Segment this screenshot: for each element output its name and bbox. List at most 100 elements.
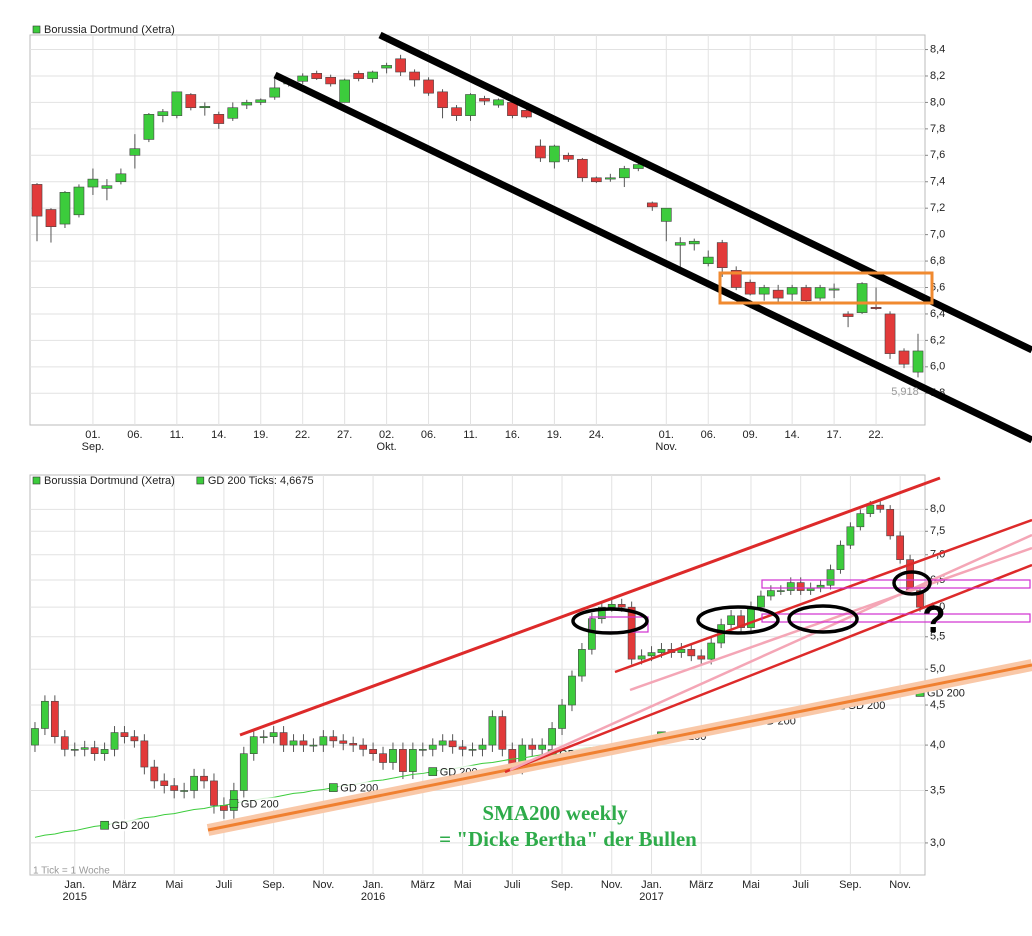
legend-label: Borussia Dortmund (Xetra) [44, 475, 175, 487]
candle-body [309, 744, 318, 747]
candle-body [458, 746, 467, 750]
x-tick-label: 06. [127, 429, 142, 441]
candle-body [171, 91, 183, 116]
y-tick-label: 7,0 [930, 229, 945, 241]
candle-body [150, 766, 159, 782]
y-tick-label: 8,0 [930, 96, 945, 108]
label-bg [238, 797, 279, 810]
candle-body [100, 749, 109, 754]
legend-swatch [196, 476, 205, 485]
x-tick-label: Mai [454, 879, 472, 891]
candle-body [846, 526, 855, 546]
candle-body [438, 740, 447, 746]
x-tick-label: 22. [868, 429, 883, 441]
x-tick-label: 14. [785, 429, 800, 441]
candle-body [697, 655, 706, 660]
candle-body [677, 649, 686, 653]
candle-body [776, 590, 785, 592]
candle-body [896, 535, 905, 560]
x-tick-label: 01. [85, 429, 100, 441]
candle-body [646, 202, 658, 208]
candle-body [916, 590, 924, 608]
y-tick-label: 3,5 [930, 784, 945, 796]
candle-body [498, 716, 507, 750]
candle-body [660, 207, 672, 222]
trend-line [239, 476, 941, 737]
trend-line [614, 518, 1032, 674]
y-tick-label: 5,0 [930, 663, 945, 675]
candle-body [538, 744, 547, 750]
x-tick-label: Juli [504, 879, 521, 891]
candle-body [758, 287, 770, 295]
candle-body [716, 242, 728, 268]
x-tick-label: 09. [743, 429, 758, 441]
candle-body [389, 749, 397, 763]
candle-body [41, 700, 49, 729]
candle-body [423, 79, 434, 94]
x-tick-label: Mai [742, 879, 760, 891]
candle-body [451, 107, 462, 116]
candle-body [143, 114, 155, 140]
candle-body [45, 209, 57, 227]
value-label: GD 200 [340, 783, 378, 795]
candle-body [31, 184, 43, 217]
candle-body [493, 99, 504, 106]
candle-body [727, 615, 735, 625]
ellipse-mark [571, 607, 649, 635]
candle-body [886, 509, 895, 537]
candle-body [757, 595, 765, 608]
candle-body [535, 145, 546, 159]
candle-body [702, 256, 714, 265]
candle-body [549, 145, 560, 163]
x-tick-label: 16. [505, 429, 520, 441]
candle-body [479, 98, 490, 102]
sma-band [207, 663, 1032, 832]
trend-line [273, 71, 1032, 444]
candle-body [199, 106, 211, 109]
trend-line [504, 563, 1032, 774]
line-marker [229, 799, 239, 808]
line-marker [329, 783, 338, 792]
x-tick-label: Mai [165, 879, 183, 891]
candle-body [674, 242, 686, 246]
candle-body [130, 736, 139, 742]
x-tick-label: 11. [463, 429, 477, 441]
candle-body [521, 110, 532, 118]
candle-body [289, 740, 298, 746]
y-tick-label: 7,6 [930, 149, 945, 161]
candle-body [898, 350, 910, 365]
candle-body [637, 655, 646, 660]
candle-body [115, 173, 127, 183]
candle-body [563, 155, 574, 160]
candle-body [409, 71, 420, 81]
candle-body [828, 288, 840, 291]
candle-body [448, 740, 457, 748]
candle-body [418, 749, 427, 751]
x-tick-label: Sep. [262, 879, 285, 891]
candle-body [558, 704, 566, 729]
candle-body [379, 753, 387, 763]
candle-body [227, 107, 239, 119]
x-tick-label: 19. [547, 429, 562, 441]
y-tick-label: 6,0 [930, 361, 945, 373]
candle-body [180, 790, 189, 792]
x-group-label: Okt. [377, 441, 397, 453]
label-bg [109, 819, 150, 832]
candle-body [399, 749, 407, 772]
x-group-label: 2016 [361, 891, 385, 903]
candle-body [657, 649, 666, 653]
x-tick-label: Juli [792, 879, 809, 891]
candle-body [408, 749, 417, 772]
x-tick-label: Jan. [64, 879, 85, 891]
candle-body [605, 177, 616, 180]
candle-body [597, 606, 606, 620]
candle-body [299, 740, 308, 746]
candle-body [578, 649, 586, 677]
candle-body [707, 642, 716, 660]
candle-body [140, 740, 149, 768]
candle-body [200, 775, 208, 782]
x-tick-label: Nov. [312, 879, 334, 891]
y-tick-label: 6,2 [930, 334, 945, 346]
candle-body [730, 270, 742, 288]
candle-body [329, 736, 338, 742]
